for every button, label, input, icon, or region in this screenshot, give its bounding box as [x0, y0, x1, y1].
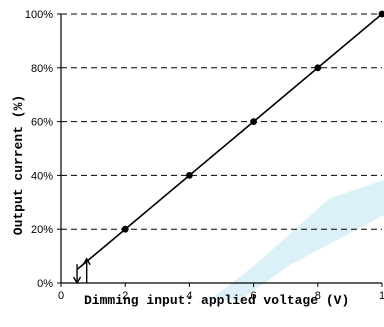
data-point [378, 10, 384, 18]
watermark-shape [210, 180, 384, 300]
annotations [72, 257, 91, 285]
tick-labels: 0% 20% 40% 60% 80% 100% 0 2 4 6 8 1 [25, 9, 384, 302]
x-tick-label: 1 [379, 290, 384, 302]
arrow-down-head [72, 276, 82, 285]
x-tick-label: 4 [186, 290, 192, 302]
y-axis-title: Output current (%) [11, 95, 26, 235]
grid-lines [61, 13, 382, 230]
data-point [121, 225, 129, 233]
y-tick-label: 60% [31, 117, 53, 129]
x-tick-label: 2 [122, 290, 128, 302]
x-tick-label: 6 [251, 290, 257, 302]
data-point [250, 118, 257, 125]
y-tick-label: 40% [31, 170, 53, 182]
y-tick-label: 100% [25, 9, 53, 21]
watermark-swoosh [210, 180, 384, 300]
x-tick-label: 0 [58, 290, 64, 302]
series-group [76, 10, 384, 271]
arrow-up-head [82, 257, 91, 266]
x-tick-label: 8 [315, 290, 321, 302]
axes [57, 13, 383, 287]
x-axis-title: Dimming input: applied voltage (V) [84, 293, 349, 308]
y-tick-label: 20% [31, 224, 53, 236]
y-tick-label: 80% [31, 63, 53, 75]
series-line [76, 13, 383, 271]
data-point [314, 64, 322, 72]
data-point [186, 172, 193, 179]
y-tick-label: 0% [37, 278, 53, 290]
